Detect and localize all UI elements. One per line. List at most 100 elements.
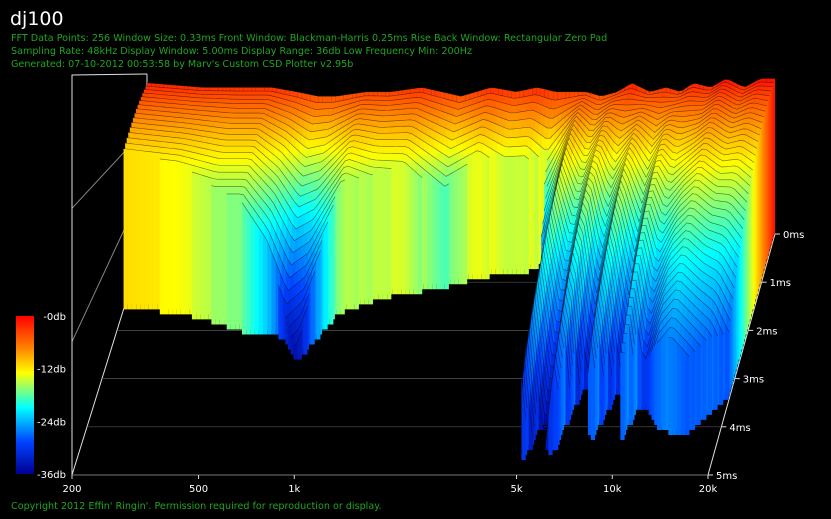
decay-slice-outline: [546, 117, 762, 187]
decay-slice-segment: [503, 156, 508, 275]
decay-slice-segment: [397, 161, 402, 295]
decay-slice-segment: [303, 305, 308, 355]
decay-slice-segment: [481, 152, 486, 280]
x-axis-ticks: 200 500 1k 5k 10k 20k: [62, 475, 717, 495]
decay-slice-segment: [432, 175, 437, 290]
decay-slice-segment: [374, 167, 379, 300]
decay-slice-outline: [536, 193, 744, 314]
decay-slice-segment: [144, 151, 149, 310]
decay-slice-outline: [546, 104, 766, 161]
decay-slice-segment: [520, 155, 525, 275]
decay-slice-outline: [539, 179, 746, 287]
decay-slice-outline: [123, 148, 360, 230]
time-tick-label: 2ms: [756, 326, 777, 337]
decay-slice-segment: [423, 168, 428, 290]
decay-slice-segment: [159, 158, 165, 315]
decay-slice-outline: [241, 202, 323, 292]
decay-slice-outline: [285, 271, 316, 318]
decay-slice-outline: [543, 143, 755, 234]
decay-slice-outline: [128, 132, 423, 197]
decay-slice-segment: [690, 346, 696, 430]
decay-slice-segment: [661, 332, 666, 430]
decay-slice-outline: [623, 271, 730, 348]
decay-slice-segment: [491, 148, 496, 275]
decay-slice-outline: [140, 92, 770, 129]
decay-slice-segment: [468, 152, 473, 280]
decay-slice-segment: [340, 179, 345, 315]
decay-slice-segment: [672, 338, 677, 436]
time-axis-ticks: 0ms 1ms 2ms 3ms 4ms 5ms: [708, 230, 804, 482]
decay-slice-segment: [590, 339, 595, 441]
decay-slice-segment: [530, 148, 535, 270]
chart-title: dj100: [10, 8, 64, 30]
decay-slice-segment: [544, 413, 549, 425]
decay-slice-outline: [542, 132, 757, 224]
decay-slice-outline: [290, 305, 308, 338]
decay-slice-outline: [543, 112, 763, 185]
copyright-notice: Copyright 2012 Effin' Ringin'. Permissio…: [11, 501, 382, 512]
decay-slice-segment: [267, 241, 272, 335]
decay-slice-segment: [641, 350, 646, 410]
decay-slice-segment: [368, 173, 374, 305]
decay-slice-segment: [702, 335, 707, 420]
decay-slice-segment: [724, 323, 729, 400]
time-tick-label: 4ms: [729, 423, 750, 434]
decay-slice-segment: [297, 330, 302, 360]
decay-slice-segment: [293, 341, 298, 360]
decay-slice-segment: [196, 173, 201, 320]
decay-slice-segment: [409, 166, 414, 295]
decay-slice-outline: [540, 154, 752, 259]
decay-slice-segment: [462, 164, 468, 285]
decay-slice-segment: [554, 364, 559, 451]
x-tick-label: 5k: [510, 484, 522, 495]
decay-slice-segment: [427, 172, 433, 290]
decay-slice-segment: [516, 155, 521, 275]
decay-slice-outline: [543, 127, 759, 211]
decay-slice-segment: [211, 185, 216, 325]
decay-slice-segment: [685, 351, 690, 436]
decay-slice-segment: [676, 342, 682, 436]
decay-slice-segment: [360, 170, 365, 305]
colorbar-ticks: -0db -12db -24db -36db: [37, 312, 66, 481]
decay-slice-outline: [125, 142, 374, 219]
decay-slice-segment: [185, 163, 190, 315]
decay-slice-segment: [354, 176, 359, 310]
decay-slice-outline: [293, 330, 303, 347]
info-line-sampling: Sampling Rate: 48kHz Display Window: 5.0…: [11, 46, 473, 57]
colorbar: [16, 316, 34, 474]
decay-slice-outline: [278, 250, 321, 305]
decay-slice-segment: [176, 160, 181, 315]
decay-slice-outline: [621, 280, 724, 360]
decay-slice-segment: [387, 168, 392, 300]
decay-slice-outline: [287, 293, 310, 328]
decay-slice-segment: [616, 339, 621, 395]
decay-slice-segment: [607, 342, 613, 410]
decay-slice-segment: [528, 397, 533, 451]
decay-slice-segment: [226, 193, 231, 330]
decay-slice-segment: [696, 341, 701, 425]
decay-slice-outline: [131, 122, 468, 177]
decay-slice-outline: [524, 356, 534, 439]
colorbar-tick-label: -24db: [37, 417, 66, 428]
decay-slice-segment: [444, 183, 449, 290]
decay-slice-segment: [668, 337, 673, 436]
decay-slice-outline: [545, 122, 760, 199]
decay-slice-segment: [329, 204, 334, 325]
decay-slice-outline: [159, 158, 345, 242]
info-line-fft: FFT Data Points: 256 Window Size: 0.33ms…: [11, 33, 608, 44]
decay-slice-outline: [548, 374, 553, 416]
decay-slice-segment: [346, 172, 351, 310]
x-tick-label: 10k: [603, 484, 622, 495]
decay-slice-outline: [142, 88, 771, 119]
decay-slice-segment: [140, 150, 145, 310]
decay-slice-outline: [545, 108, 764, 173]
decay-slice-outline: [129, 126, 450, 187]
decay-slice-segment: [230, 193, 236, 330]
decay-slice-segment: [507, 156, 513, 275]
decay-slice-segment: [168, 159, 173, 315]
decay-slice-outline: [126, 137, 392, 208]
decay-slice-segment: [364, 172, 369, 305]
decay-slice-outline: [137, 99, 767, 150]
decay-slice-segment: [250, 215, 255, 335]
